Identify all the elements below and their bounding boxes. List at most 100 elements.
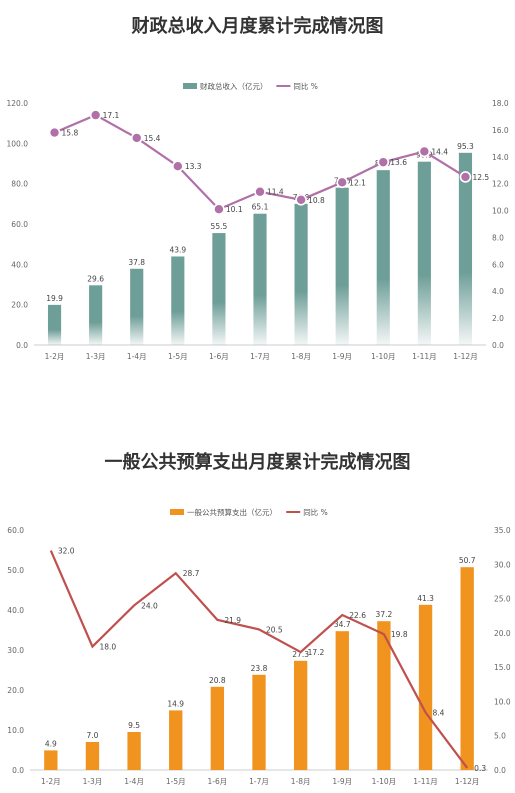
bar-value-label: 65.1 xyxy=(252,203,269,212)
bar xyxy=(89,285,103,345)
y-tick-label: 40.0 xyxy=(11,260,28,269)
y-tick-label: 60.0 xyxy=(7,526,24,535)
y2-tick-label: 30.0 xyxy=(494,560,511,569)
line-value-label: 13.3 xyxy=(185,162,202,171)
y2-tick-label: 20.0 xyxy=(494,629,511,638)
bar-value-label: 23.8 xyxy=(251,664,268,673)
bar xyxy=(417,161,431,345)
bar xyxy=(171,256,185,345)
line-marker xyxy=(459,171,472,183)
bar xyxy=(458,152,473,345)
bar-value-label: 55.5 xyxy=(211,222,228,231)
y2-tick-label: 8.0 xyxy=(492,233,504,242)
y-tick-label: 80.0 xyxy=(11,180,28,189)
line-value-label: 12.5 xyxy=(472,173,489,182)
line-value-label: 18.0 xyxy=(99,643,116,652)
line-marker xyxy=(48,126,61,139)
y-tick-label: 120.0 xyxy=(7,99,29,108)
line-marker xyxy=(295,194,307,206)
x-tick-label: 1-5月 xyxy=(166,777,186,786)
x-tick-label: 1-3月 xyxy=(83,777,103,786)
line-value-label: 24.0 xyxy=(141,601,158,610)
x-tick-label: 1-2月 xyxy=(41,777,61,786)
y-tick-label: 20.0 xyxy=(7,686,24,695)
line-marker xyxy=(254,185,266,198)
line-marker xyxy=(89,109,102,121)
y2-tick-label: 15.0 xyxy=(494,663,511,672)
line-marker xyxy=(213,203,225,216)
x-tick-label: 1-12月 xyxy=(455,777,480,786)
bar xyxy=(377,621,391,770)
x-tick-label: 1-11月 xyxy=(412,352,437,361)
y-tick-label: 40.0 xyxy=(7,606,24,615)
bar xyxy=(252,674,266,770)
line-value-label: 28.7 xyxy=(183,569,200,578)
line-value-label: 32.0 xyxy=(58,547,75,556)
legend-swatch-bar xyxy=(170,509,184,515)
y2-tick-label: 10.0 xyxy=(494,697,511,706)
x-tick-label: 1-4月 xyxy=(124,777,144,786)
bar xyxy=(130,268,144,345)
legend-label-line: 同比 % xyxy=(303,507,328,517)
line-value-label: 21.9 xyxy=(224,616,241,625)
line-value-label: 0.3 xyxy=(474,764,486,773)
x-tick-label: 1-2月 xyxy=(45,352,65,361)
y2-tick-label: 35.0 xyxy=(494,526,511,535)
y2-tick-label: 16.0 xyxy=(492,126,509,135)
x-tick-label: 1-6月 xyxy=(207,777,227,786)
bar xyxy=(169,710,183,770)
line-value-label: 17.1 xyxy=(103,111,120,120)
x-tick-label: 1-7月 xyxy=(249,777,269,786)
x-tick-label: 1-7月 xyxy=(250,352,270,361)
x-tick-label: 1-12月 xyxy=(453,352,478,361)
legend-label-bar: 一般公共预算支出（亿元） xyxy=(187,507,277,517)
legend-label-line: 同比 % xyxy=(293,81,318,91)
x-tick-label: 1-3月 xyxy=(86,352,106,361)
y-tick-label: 0.0 xyxy=(12,766,24,775)
line-marker xyxy=(130,132,143,144)
y2-tick-label: 18.0 xyxy=(492,99,509,108)
bar-value-label: 20.8 xyxy=(209,676,226,685)
x-tick-label: 1-5月 xyxy=(168,352,188,361)
x-tick-label: 1-8月 xyxy=(291,352,311,361)
bar-value-label: 27.3 xyxy=(292,650,309,659)
y2-tick-label: 4.0 xyxy=(492,287,504,296)
line-marker xyxy=(172,160,184,172)
y2-tick-label: 12.0 xyxy=(492,180,509,189)
y-tick-label: 10.0 xyxy=(7,726,24,735)
bar xyxy=(418,604,433,770)
line-value-label: 17.2 xyxy=(308,648,325,657)
y2-tick-label: 0.0 xyxy=(492,341,504,350)
legend-label-bar: 财政总收入（亿元） xyxy=(200,81,268,91)
y2-tick-label: 25.0 xyxy=(494,595,511,604)
x-tick-label: 1-8月 xyxy=(291,777,311,786)
y2-tick-label: 6.0 xyxy=(492,260,504,269)
bar xyxy=(85,742,100,770)
bar xyxy=(210,686,225,770)
bar xyxy=(460,567,474,770)
bar xyxy=(44,750,58,770)
x-tick-label: 1-4月 xyxy=(127,352,147,361)
bar xyxy=(294,203,308,345)
x-tick-label: 1-11月 xyxy=(413,777,438,786)
y-tick-label: 50.0 xyxy=(7,566,24,575)
line-value-label: 10.8 xyxy=(308,196,325,205)
legend: 一般公共预算支出（亿元） 同比 % xyxy=(170,507,328,517)
line-marker xyxy=(377,156,390,168)
y2-tick-label: 0.0 xyxy=(494,766,506,775)
bar-value-label: 4.9 xyxy=(45,739,57,748)
line-value-label: 10.1 xyxy=(226,205,243,214)
line-value-label: 12.1 xyxy=(349,178,366,187)
line-marker xyxy=(336,176,348,189)
bar-value-label: 9.5 xyxy=(128,721,140,730)
x-tick-label: 1-9月 xyxy=(332,777,352,786)
bar-value-label: 14.9 xyxy=(167,699,184,708)
bar-value-label: 19.9 xyxy=(46,294,63,303)
bar-value-label: 7.0 xyxy=(86,731,98,740)
bar xyxy=(253,213,267,345)
legend: 财政总收入（亿元） 同比 % xyxy=(183,81,318,91)
bar xyxy=(376,170,390,345)
bar-value-label: 29.6 xyxy=(87,274,104,283)
line-value-label: 22.6 xyxy=(349,611,366,620)
line-value-label: 11.4 xyxy=(267,188,284,197)
